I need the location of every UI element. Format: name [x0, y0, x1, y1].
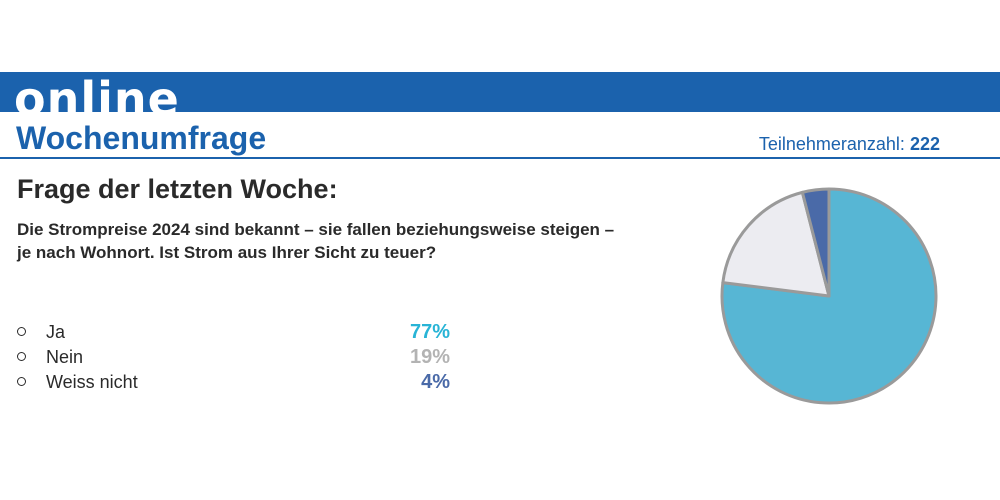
answer-label: Ja [46, 322, 66, 342]
answer-nein: Nein 19% [15, 345, 455, 370]
answer-weiss-nicht: Weiss nicht 4% [15, 370, 455, 395]
online-banner: online [0, 72, 1000, 112]
banner-word: online [14, 72, 180, 112]
question-heading: Frage der letzten Woche: [17, 174, 338, 204]
answer-percent: 19% [409, 346, 450, 368]
radio-circle-icon [17, 352, 26, 361]
participant-label: Teilnehmeranzahl: [758, 134, 905, 154]
pie-chart [720, 187, 938, 405]
answer-percent: 77% [409, 321, 450, 343]
pie-slice-weiss-nicht [800, 187, 831, 298]
radio-circle-icon [17, 377, 26, 386]
answer-label: Weiss nicht [46, 372, 138, 392]
pie-slice-nein [721, 190, 831, 298]
participant-count: Teilnehmeranzahl: 222 [759, 133, 940, 155]
page-title: Wochenumfrage [16, 120, 267, 156]
answer-label: Nein [46, 347, 84, 367]
answer-ja: Ja 77% [15, 320, 455, 345]
question-text: Die Strompreise 2024 sind bekannt – sie … [17, 220, 615, 262]
participant-number: 222 [909, 134, 940, 154]
radio-circle-icon [17, 327, 26, 336]
answer-list: Ja 77% Nein 19% Weiss nicht 4% [15, 320, 455, 395]
answer-percent: 4% [421, 371, 450, 393]
header-divider [0, 157, 1000, 159]
